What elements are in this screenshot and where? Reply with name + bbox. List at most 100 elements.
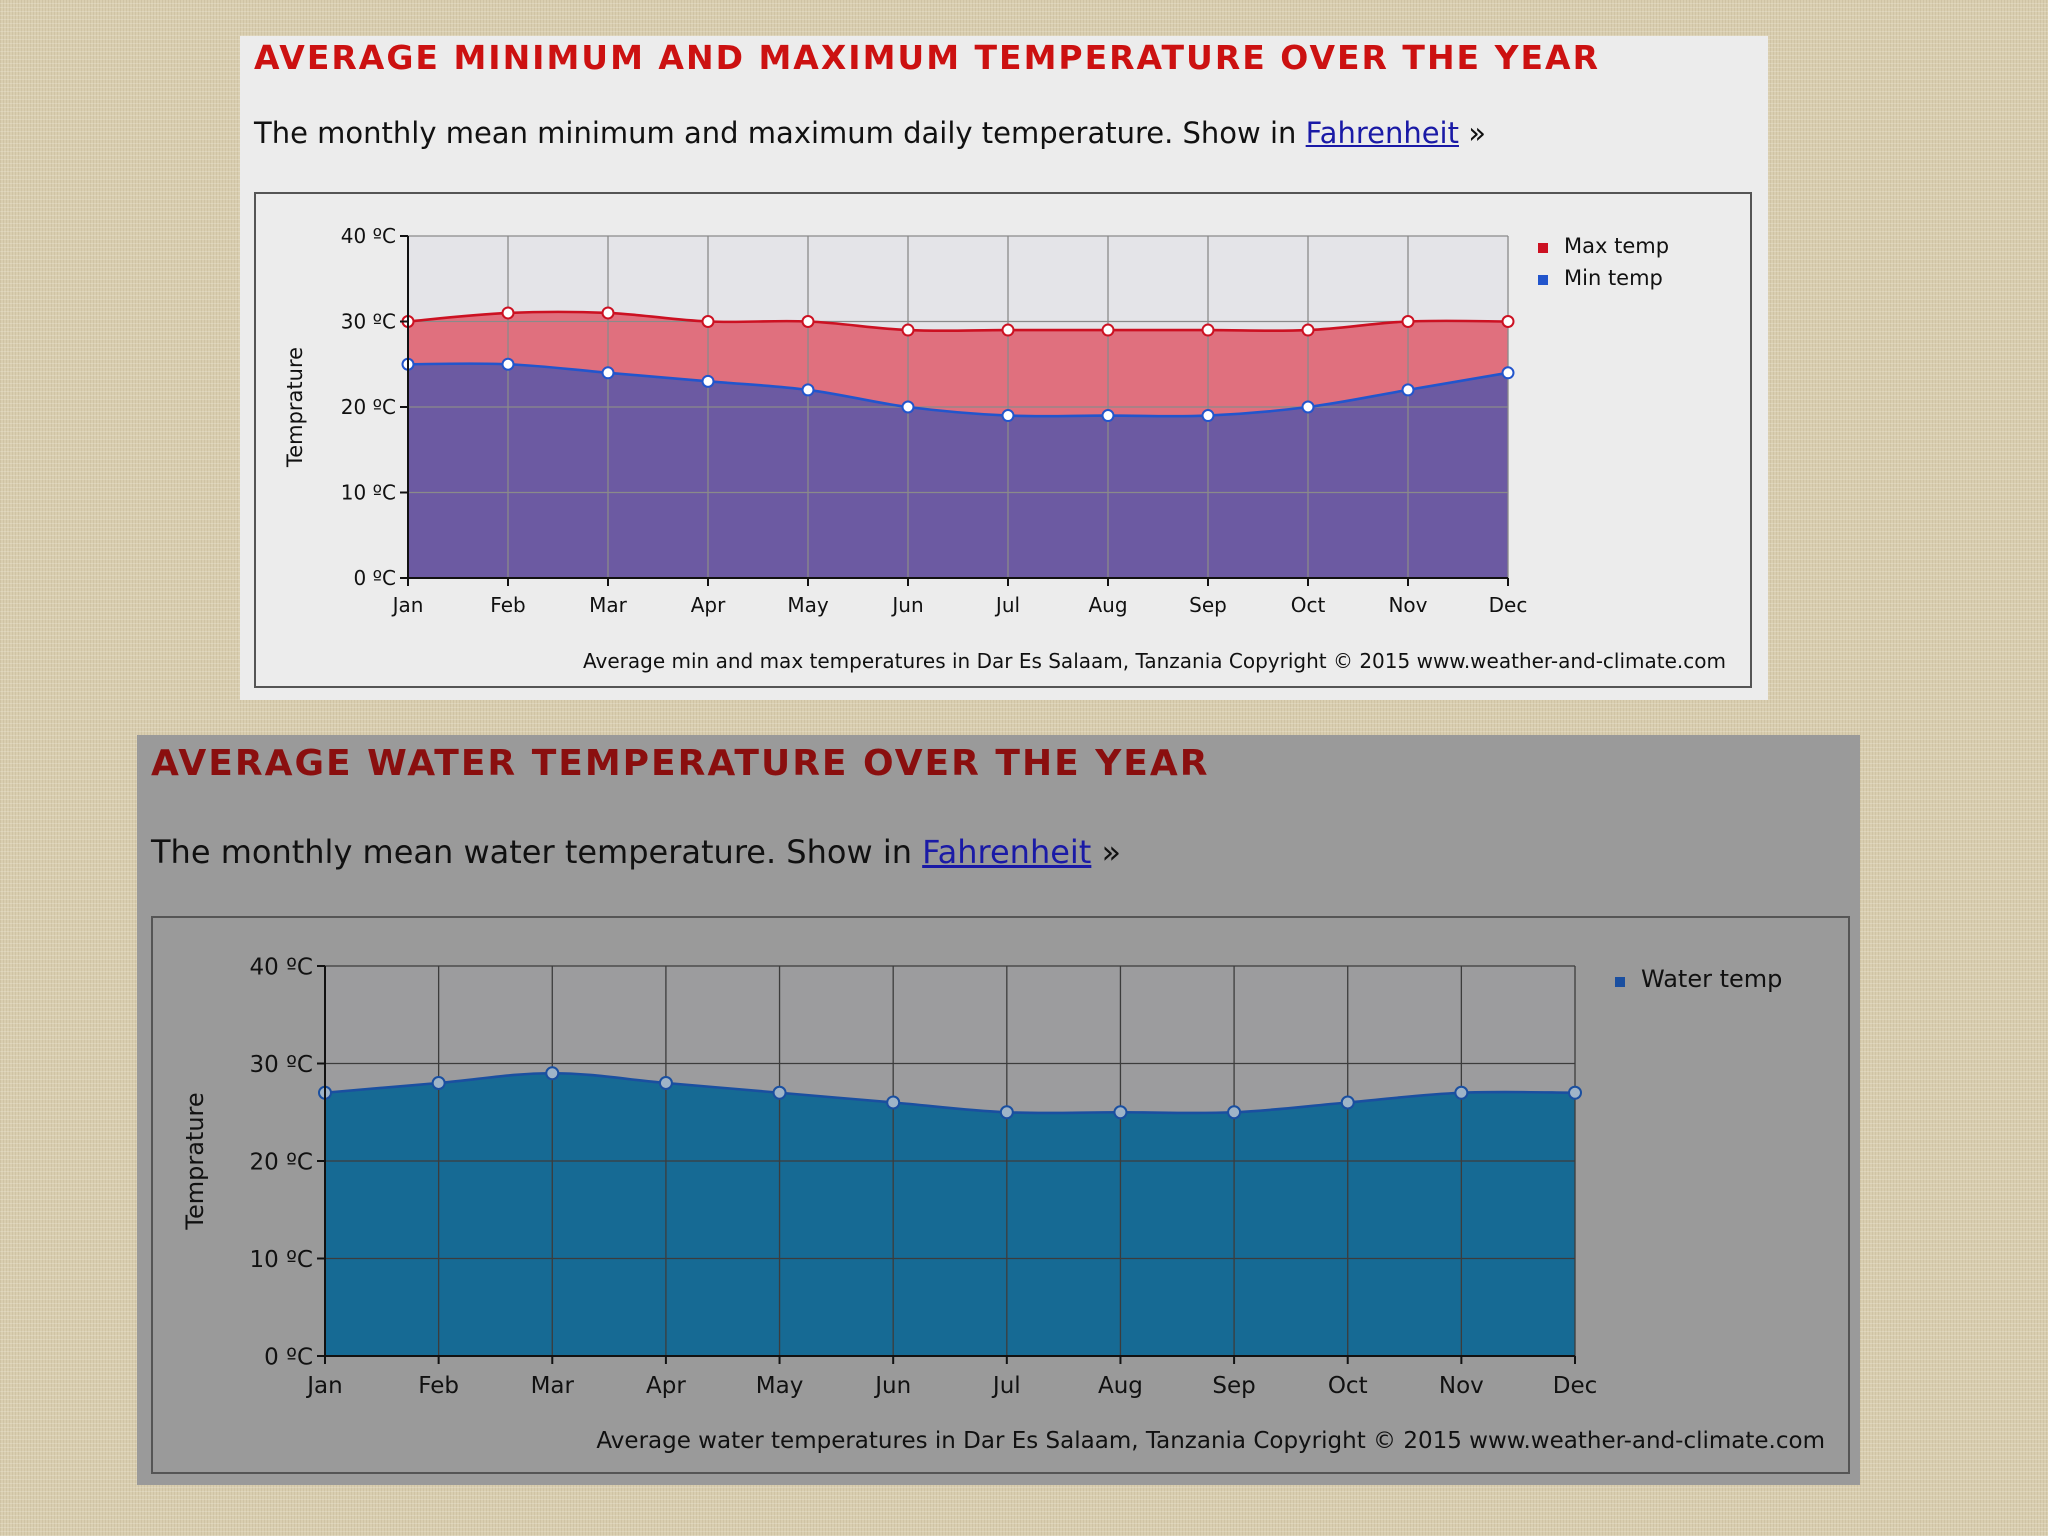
- y-tick-label: 30 ºC: [341, 310, 396, 334]
- min-max-temperature-chart: 0 ºC 10 ºC 20 ºC 30 ºC 40 ºC Jan Feb Mar Apr May J…: [283, 224, 1726, 673]
- panel-title: AVERAGE MINIMUM AND MAXIMUM TEMPERATURE …: [254, 38, 1600, 77]
- chart-caption-title: Average water temperatures in Dar Es Sal…: [596, 1428, 1253, 1454]
- panel-subtitle: The monthly mean water temperature. Show…: [151, 833, 1121, 871]
- chart-copyright: Copyright © 2015 www.weather-and-climate…: [1229, 649, 1726, 673]
- fahrenheit-link[interactable]: Fahrenheit: [922, 833, 1092, 871]
- series-line-water-temp: [324, 1071, 1576, 1115]
- data-point-water-temp-oct: [1340, 1095, 1355, 1110]
- y-axis-title: Temprature: [283, 347, 307, 468]
- legend-label: Max temp: [1564, 234, 1669, 258]
- data-point-max-temp-nov: [1401, 315, 1415, 328]
- y-tick-label: 0 ºC: [264, 1344, 313, 1370]
- data-point-min-temp-jul: [1001, 409, 1015, 423]
- y-tick-label: 20 ºC: [250, 1149, 313, 1175]
- y-tick-label: 40 ºC: [250, 954, 313, 980]
- fahrenheit-link[interactable]: Fahrenheit: [1305, 116, 1459, 150]
- data-point-water-temp-aug: [1113, 1105, 1128, 1120]
- data-point-min-temp-may: [801, 383, 815, 397]
- legend-swatch: [1538, 275, 1548, 285]
- y-tick-label: 10 ºC: [250, 1247, 313, 1273]
- y-tick-label: 30 ºC: [250, 1052, 313, 1078]
- data-point-water-temp-dec: [1568, 1085, 1582, 1100]
- panel-title: AVERAGE WATER TEMPERATURE OVER THE YEAR: [151, 743, 1210, 784]
- data-point-min-temp-mar: [601, 366, 615, 380]
- x-tick-label: Jan: [391, 593, 424, 617]
- subtitle-text: The monthly mean water temperature. Show…: [151, 833, 923, 871]
- data-point-max-temp-feb: [501, 306, 515, 320]
- legend-label: Water temp: [1641, 965, 1782, 993]
- legend-swatch: [1615, 977, 1625, 987]
- panel-subtitle: The monthly mean minimum and maximum dai…: [254, 116, 1486, 150]
- data-point-water-temp-jul: [999, 1105, 1014, 1120]
- legend-swatch: [1538, 243, 1548, 253]
- data-point-max-temp-jul: [1001, 323, 1015, 337]
- x-tick-label: Aug: [1098, 1373, 1143, 1399]
- legend-label: Min temp: [1564, 266, 1663, 290]
- data-point-min-temp-feb: [501, 357, 515, 371]
- subtitle-arrow: »: [1091, 833, 1122, 871]
- y-tick-label: 40 ºC: [341, 224, 396, 248]
- x-tick-label: Apr: [646, 1373, 686, 1399]
- series-area-water-temp: [325, 1073, 1575, 1356]
- data-point-min-temp-sep: [1201, 409, 1215, 423]
- chart-caption-title: Average min and max temperatures in Dar …: [583, 649, 1229, 673]
- x-tick-label: Oct: [1328, 1373, 1368, 1399]
- x-tick-label: Sep: [1189, 593, 1227, 617]
- data-point-min-temp-jun: [901, 400, 915, 414]
- x-tick-label: Jan: [305, 1373, 342, 1399]
- x-tick-label: Dec: [1553, 1373, 1598, 1399]
- x-tick-label: Jun: [890, 593, 923, 617]
- x-tick-label: Jul: [994, 593, 1020, 617]
- x-tick-label: Jun: [873, 1373, 911, 1399]
- x-tick-label: Mar: [531, 1373, 575, 1399]
- y-tick-label: 20 ºC: [341, 395, 396, 419]
- chart-caption: Average min and max temperatures in Dar …: [583, 649, 1726, 673]
- data-point-min-temp-apr: [701, 374, 715, 388]
- water-temperature-chart: 0 ºC 10 ºC 20 ºC 30 ºC 40 ºC Jan Feb Mar Apr May J…: [181, 954, 1825, 1454]
- data-point-water-temp-may: [772, 1085, 787, 1100]
- subtitle-text: The monthly mean minimum and maximum dai…: [254, 116, 1306, 150]
- chart-caption: Average water temperatures in Dar Es Sal…: [596, 1428, 1825, 1454]
- x-tick-label: Nov: [1439, 1373, 1484, 1399]
- chart-copyright: Copyright © 2015 www.weather-and-climate…: [1253, 1428, 1825, 1454]
- data-point-max-temp-dec: [1501, 315, 1515, 328]
- data-point-min-temp-nov: [1401, 383, 1415, 397]
- data-point-water-temp-nov: [1454, 1085, 1469, 1100]
- data-point-max-temp-may: [801, 315, 815, 328]
- data-point-min-temp-dec: [1501, 366, 1515, 380]
- data-point-water-temp-jun: [886, 1095, 901, 1110]
- data-point-min-temp-oct: [1301, 400, 1315, 414]
- data-point-water-temp-apr: [658, 1076, 673, 1090]
- min-max-chart-frame: 0 ºC 10 ºC 20 ºC 30 ºC 40 ºC Jan Feb Mar Apr May J…: [254, 192, 1752, 688]
- x-tick-label: Oct: [1291, 593, 1326, 617]
- x-tick-label: Jul: [991, 1373, 1021, 1399]
- water-chart-frame: 0 ºC 10 ºC 20 ºC 30 ºC 40 ºC Jan Feb Mar Apr May J…: [151, 916, 1850, 1474]
- series-line-min-temp: [407, 362, 1509, 418]
- data-point-max-temp-jun: [901, 323, 915, 337]
- data-point-min-temp-aug: [1101, 409, 1115, 423]
- y-tick-label: 10 ºC: [341, 481, 396, 505]
- data-point-max-temp-oct: [1301, 323, 1315, 337]
- min-max-temperature-panel: AVERAGE MINIMUM AND MAXIMUM TEMPERATURE …: [240, 36, 1768, 700]
- y-tick-label: 0 ºC: [354, 566, 396, 590]
- data-point-max-temp-mar: [601, 306, 615, 320]
- data-point-max-temp-sep: [1201, 323, 1215, 337]
- x-tick-label: Dec: [1489, 593, 1528, 617]
- series-line-max-temp: [407, 310, 1509, 333]
- data-point-water-temp-sep: [1227, 1105, 1242, 1120]
- subtitle-arrow: »: [1458, 116, 1486, 150]
- data-point-max-temp-apr: [701, 315, 715, 328]
- water-temperature-panel: AVERAGE WATER TEMPERATURE OVER THE YEAR …: [137, 735, 1860, 1485]
- x-tick-label: May: [787, 593, 829, 617]
- data-point-max-temp-aug: [1101, 323, 1115, 337]
- x-tick-label: Mar: [589, 593, 628, 617]
- x-tick-label: Sep: [1212, 1373, 1255, 1399]
- data-point-water-temp-mar: [545, 1066, 560, 1081]
- x-tick-label: Aug: [1088, 593, 1127, 617]
- y-axis-title: Temprature: [181, 1092, 209, 1230]
- x-tick-label: Apr: [691, 593, 726, 617]
- x-tick-label: Feb: [490, 593, 525, 617]
- x-tick-label: Feb: [418, 1373, 459, 1399]
- x-tick-label: May: [756, 1373, 804, 1399]
- grid: [407, 235, 1509, 579]
